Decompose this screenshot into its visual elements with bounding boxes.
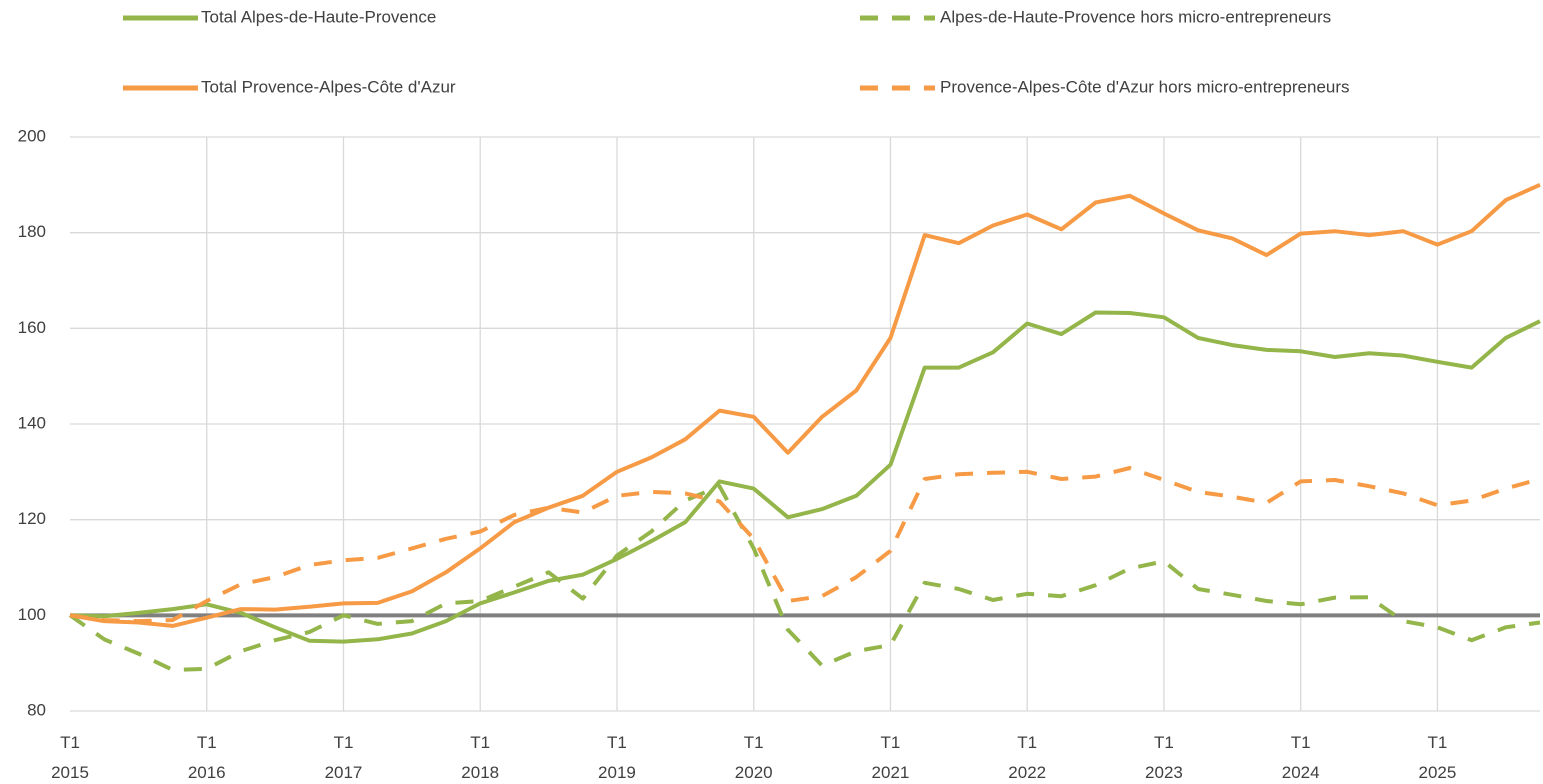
x-tick-label: T1 2023: [1145, 733, 1183, 782]
legend-label: Alpes-de-Haute-Provence hors micro-entre…: [940, 7, 1331, 26]
y-tick-label: 180: [18, 222, 46, 241]
x-tick-label: T1 2022: [1008, 733, 1047, 782]
legend-label: Total Alpes-de-Haute-Provence: [201, 7, 436, 26]
y-tick-label: 80: [27, 700, 46, 719]
legend-label: Total Provence-Alpes-Côte d'Azur: [201, 77, 456, 96]
x-tick-label: T1 2015: [51, 733, 89, 782]
series-line: [68, 484, 1541, 672]
x-tick-label: T1 2025: [1418, 733, 1457, 782]
x-tick-label: T1 2018: [461, 733, 500, 782]
series-line: [69, 310, 1541, 644]
x-tick-label: T1 2019: [598, 733, 636, 782]
y-tick-label: 160: [18, 318, 46, 337]
y-tick-label: 140: [18, 413, 46, 432]
y-tick-label: 200: [18, 126, 46, 145]
y-tick-label: 100: [18, 605, 46, 624]
y-tick-label: 120: [18, 509, 46, 528]
series-line: [69, 182, 1541, 628]
legend-label: Provence-Alpes-Côte d'Azur hors micro-en…: [940, 77, 1350, 96]
x-tick-label: T1 2021: [871, 733, 910, 782]
x-tick-label: T1 2020: [734, 733, 773, 782]
x-tick-label: T1 2016: [187, 733, 226, 782]
x-tick-label: T1 2024: [1281, 733, 1320, 782]
x-tick-label: T1 2017: [324, 733, 363, 782]
series-line: [69, 466, 1541, 624]
